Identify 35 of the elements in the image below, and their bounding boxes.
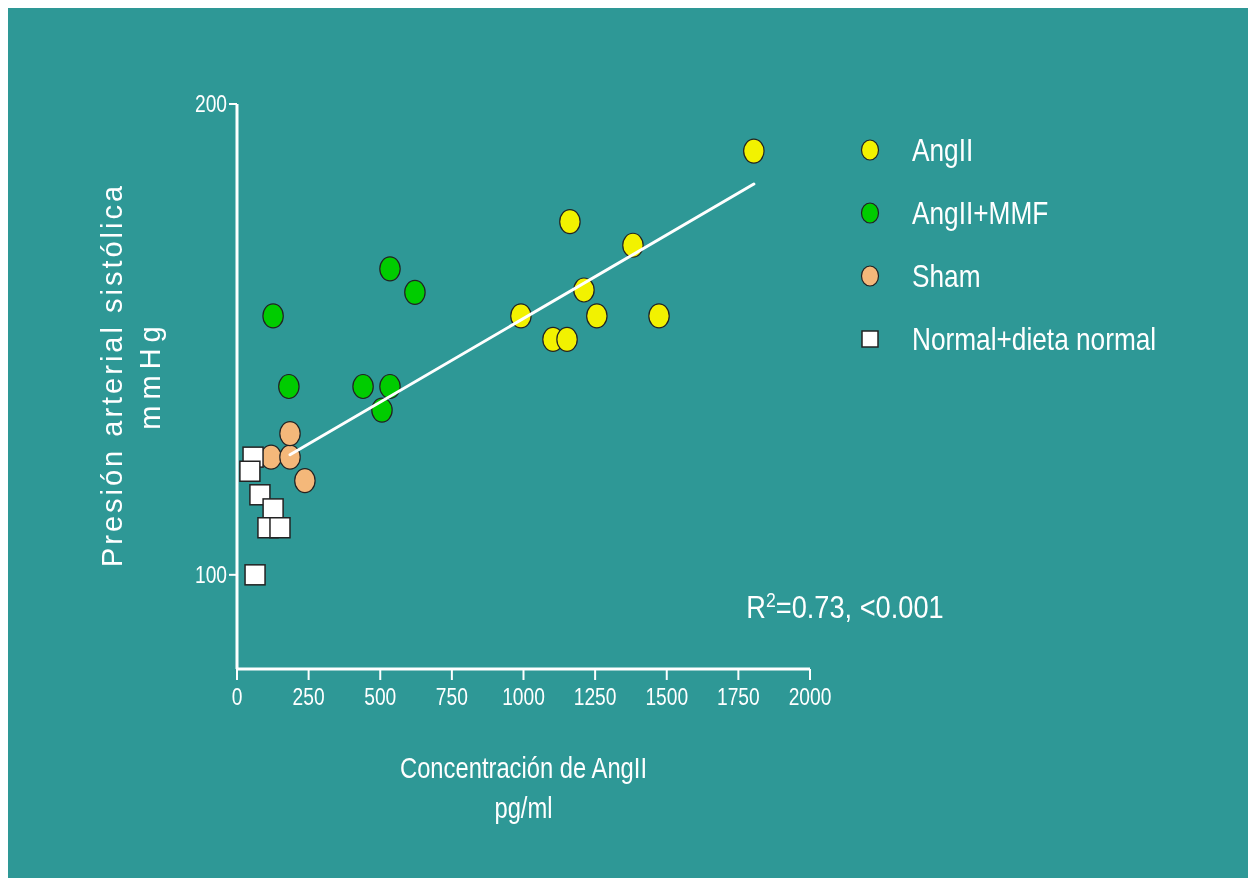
point bbox=[279, 420, 301, 447]
y-axis-title: Presión arterial sistólica mmHg bbox=[96, 182, 166, 568]
point bbox=[379, 256, 401, 282]
x-tick-label: 1000 bbox=[502, 682, 545, 711]
point bbox=[404, 279, 426, 305]
x-tick-label: 1250 bbox=[573, 682, 617, 711]
annotation: R$^{2}$=0.73, <0.001 bbox=[746, 588, 944, 625]
x-tick-label: 1500 bbox=[645, 682, 689, 711]
point bbox=[279, 444, 301, 470]
point bbox=[269, 517, 291, 539]
legend-label: AngII+MMF bbox=[912, 195, 1049, 231]
point bbox=[559, 209, 581, 235]
legend-label: Normal+dieta normal bbox=[912, 321, 1157, 357]
x-tick-label: 750 bbox=[435, 682, 468, 711]
legend-label: Sham bbox=[912, 258, 981, 294]
x-tick-label: 2000 bbox=[788, 682, 832, 711]
point bbox=[586, 303, 608, 329]
legend-label: AngII bbox=[912, 132, 974, 168]
point bbox=[262, 303, 284, 329]
point bbox=[556, 326, 578, 353]
point bbox=[294, 468, 316, 494]
x-tick-label: 250 bbox=[292, 682, 325, 711]
point bbox=[352, 373, 374, 400]
point bbox=[278, 373, 300, 400]
x-axis-title: Concentración de AngII pg/ml bbox=[399, 751, 648, 825]
x-tick-label: 500 bbox=[364, 682, 397, 711]
point bbox=[262, 498, 284, 520]
point bbox=[244, 564, 266, 586]
y-tick-label: 200 bbox=[194, 90, 227, 118]
x-tick-label: 0 bbox=[231, 682, 243, 711]
y-tick-label: 100 bbox=[194, 561, 227, 589]
point bbox=[743, 138, 765, 164]
point bbox=[648, 303, 670, 329]
point bbox=[239, 460, 261, 482]
x-tick-label: 1750 bbox=[717, 682, 760, 711]
